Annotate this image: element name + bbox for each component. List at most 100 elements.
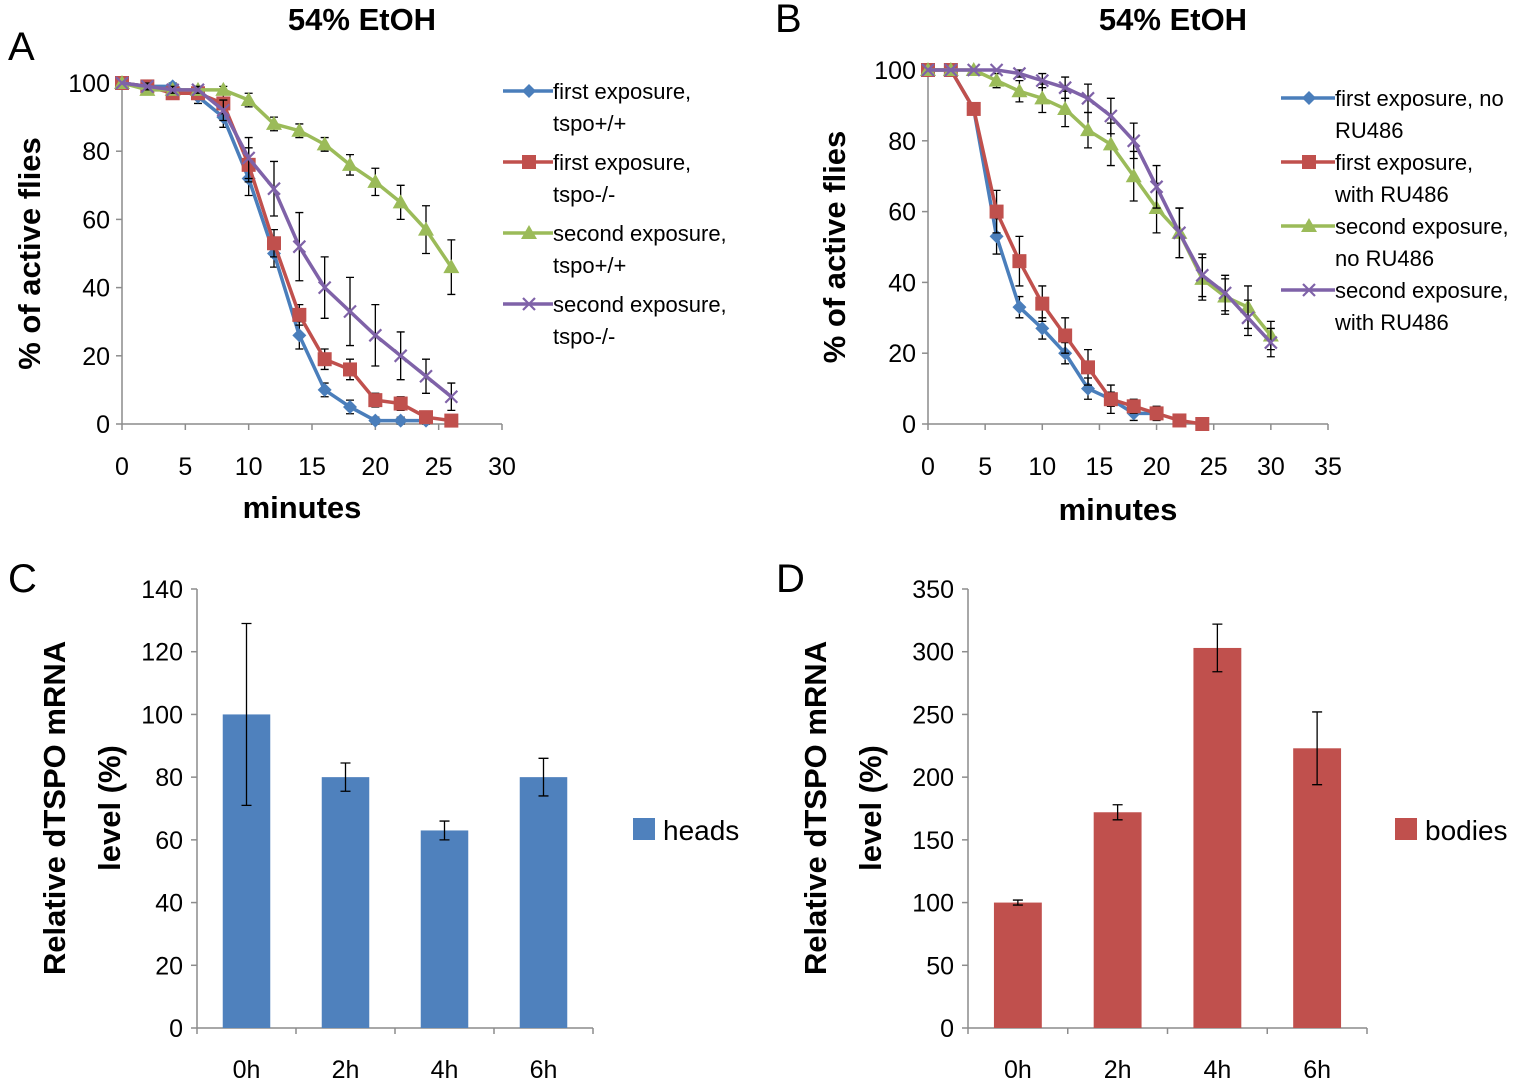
data-point bbox=[1126, 399, 1141, 414]
x-category-label: 4h bbox=[431, 1056, 459, 1080]
panel-label: A bbox=[8, 25, 35, 69]
data-point bbox=[317, 352, 332, 367]
legend-label: with RU486 bbox=[1334, 310, 1449, 335]
data-point bbox=[419, 410, 433, 425]
data-point bbox=[966, 63, 981, 77]
data-point bbox=[418, 221, 434, 236]
y-tick-label: 100 bbox=[68, 70, 110, 98]
data-point bbox=[1218, 286, 1232, 300]
data-point bbox=[343, 362, 357, 377]
x-category-label: 2h bbox=[1104, 1056, 1132, 1080]
data-point bbox=[944, 63, 958, 77]
data-point bbox=[1103, 392, 1118, 407]
y-axis-title: level (%) bbox=[92, 745, 127, 871]
data-point bbox=[1102, 136, 1119, 151]
bar bbox=[519, 777, 568, 1028]
data-point bbox=[1012, 300, 1027, 315]
data-point bbox=[1058, 328, 1073, 343]
x-category-label: 2h bbox=[332, 1056, 360, 1080]
panel-c: C 0 20 40 60 80 100 120 140 0h 2h 4h 6h Relative dTSP… bbox=[8, 557, 739, 1080]
data-point bbox=[1012, 66, 1027, 81]
x-tick-label: 30 bbox=[1257, 453, 1285, 481]
data-point bbox=[1264, 335, 1278, 350]
data-point bbox=[317, 382, 332, 397]
legend-label: first exposure, bbox=[553, 79, 691, 104]
data-point bbox=[1035, 73, 1050, 88]
legend-label: heads bbox=[663, 815, 739, 846]
error-bar bbox=[1212, 623, 1223, 673]
legend-swatch bbox=[1395, 818, 1417, 840]
data-point bbox=[292, 307, 307, 322]
legend-label: second exposure, bbox=[1335, 214, 1509, 239]
data-point bbox=[267, 236, 281, 251]
data-point bbox=[1149, 180, 1164, 194]
data-point bbox=[165, 83, 180, 97]
data-point bbox=[368, 328, 383, 343]
bar bbox=[993, 902, 1042, 1028]
x-category-label: 0h bbox=[1004, 1056, 1032, 1080]
data-point bbox=[1057, 100, 1074, 115]
y-tick-label: 0 bbox=[96, 411, 110, 439]
y-tick-label: 40 bbox=[888, 269, 916, 297]
series-line bbox=[121, 81, 452, 423]
legend-label: second exposure, bbox=[553, 221, 727, 246]
x-tick-label: 0 bbox=[115, 453, 129, 481]
data-point bbox=[241, 151, 256, 165]
x-axis-title: minutes bbox=[1059, 492, 1178, 527]
data-point bbox=[343, 399, 357, 414]
x-category-label: 0h bbox=[233, 1056, 261, 1080]
legend-label: tspo+/+ bbox=[553, 111, 626, 136]
data-point bbox=[1104, 109, 1118, 123]
data-point bbox=[1241, 311, 1255, 325]
y-axis-title: Relative dTSPO mRNA bbox=[798, 641, 833, 975]
y-tick-label: 250 bbox=[912, 701, 954, 729]
x-tick-label: 30 bbox=[488, 453, 516, 481]
y-tick-label: 20 bbox=[888, 340, 916, 368]
y-tick-label: 100 bbox=[874, 57, 916, 85]
data-point bbox=[1012, 254, 1027, 269]
data-point bbox=[393, 349, 408, 363]
y-tick-label: 150 bbox=[912, 827, 954, 855]
y-tick-label: 20 bbox=[155, 952, 183, 980]
y-tick-label: 140 bbox=[141, 576, 183, 604]
legend-label: with RU486 bbox=[1334, 182, 1449, 207]
legend-label: second exposure, bbox=[1335, 278, 1509, 303]
y-tick-label: 200 bbox=[912, 764, 954, 792]
data-point bbox=[115, 76, 129, 90]
x-tick-label: 35 bbox=[1314, 453, 1342, 481]
x-tick-label: 5 bbox=[178, 453, 192, 481]
data-point bbox=[317, 280, 332, 295]
x-tick-label: 25 bbox=[1200, 453, 1228, 481]
data-point bbox=[1011, 83, 1028, 98]
y-tick-label: 60 bbox=[888, 199, 916, 227]
legend-label: no RU486 bbox=[1335, 246, 1434, 271]
y-axis-title: level (%) bbox=[853, 745, 888, 871]
series-3 bbox=[114, 75, 460, 296]
data-point bbox=[367, 173, 384, 188]
error-bar bbox=[1112, 804, 1123, 821]
data-point bbox=[419, 369, 433, 384]
series-line bbox=[928, 68, 1273, 344]
data-point bbox=[1172, 413, 1187, 428]
bar bbox=[1293, 748, 1342, 1028]
data-point bbox=[988, 72, 1005, 87]
legend-marker bbox=[521, 225, 537, 239]
series-1 bbox=[921, 63, 1164, 422]
y-tick-label: 350 bbox=[912, 576, 954, 604]
data-point bbox=[1034, 90, 1051, 105]
data-point bbox=[1081, 360, 1095, 375]
x-category-label: 6h bbox=[530, 1056, 558, 1080]
y-tick-label: 0 bbox=[902, 411, 916, 439]
data-point bbox=[989, 63, 1004, 77]
data-point bbox=[444, 389, 459, 404]
data-point bbox=[216, 103, 231, 118]
panel-label: D bbox=[776, 557, 805, 601]
panel-a: A 54% EtOH 0 20 40 60 80 100 0 5 10 15 20 25 30 minutes… bbox=[8, 2, 727, 525]
x-axis-title: minutes bbox=[243, 490, 362, 525]
data-point bbox=[291, 122, 308, 137]
y-tick-label: 300 bbox=[912, 639, 954, 667]
chart-title: 54% EtOH bbox=[288, 2, 436, 37]
legend-label: first exposure, bbox=[1335, 150, 1473, 175]
legend-label: RU486 bbox=[1335, 118, 1403, 143]
y-tick-label: 60 bbox=[155, 827, 183, 855]
